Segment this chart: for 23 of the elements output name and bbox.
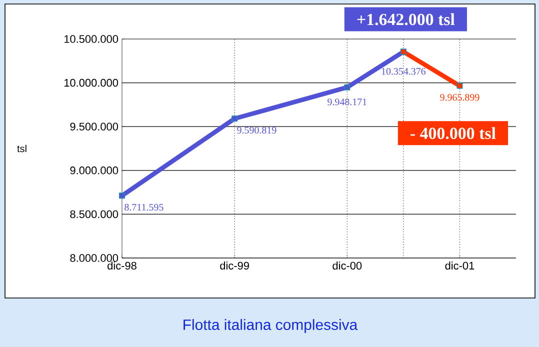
x-tick-label: dic-01 — [445, 262, 474, 270]
y-tick-label: 10.500.000 — [64, 35, 118, 43]
text: +1.642.000 tsl — [357, 13, 455, 26]
y-tick-label: 8.000.000 — [70, 254, 118, 262]
point — [119, 192, 126, 199]
x-tick-label: dic-99 — [220, 262, 249, 270]
x-tick-label: dic-98 — [108, 262, 136, 270]
data-label: 9.948.171 — [328, 98, 366, 106]
annotation: - 400.000 tsl — [410, 127, 496, 140]
point — [232, 116, 238, 122]
y-tick-label: 8.500.000 — [70, 210, 118, 218]
y-axis-title: tsl — [17, 144, 26, 152]
data-label: 10.354.376 — [382, 68, 426, 75]
y-tick-label: 10.000.000 — [64, 78, 118, 87]
point — [456, 82, 463, 89]
data-label: 9.590.819 — [237, 126, 276, 134]
point — [344, 84, 350, 90]
data-label: 9.965.899 — [440, 94, 480, 101]
y-tick-label: 9.000.000 — [70, 166, 118, 174]
data-label: 8.711.595 — [124, 204, 164, 211]
x-tick-label: dic-00 — [332, 262, 362, 270]
y-tick-label: 9.500.000 — [70, 122, 118, 130]
text: Flotta italiana complessiva — [184, 319, 358, 333]
